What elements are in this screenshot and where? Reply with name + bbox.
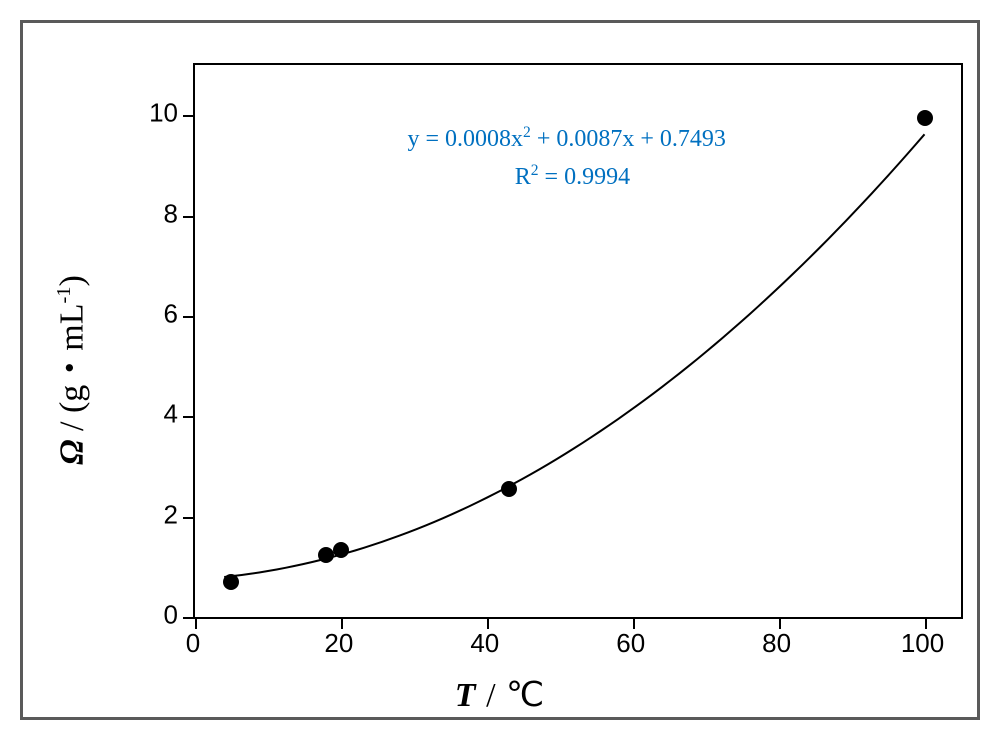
x-tick-label: 100 <box>901 628 944 659</box>
y-tick-label: 10 <box>138 98 178 129</box>
y-tick-label: 0 <box>138 600 178 631</box>
y-unit-prefix: / (g・mL <box>54 303 91 439</box>
y-tick <box>183 216 193 218</box>
y-tick-label: 4 <box>138 399 178 430</box>
x-tick-label: 0 <box>186 628 200 659</box>
y-tick-label: 8 <box>138 198 178 229</box>
y-tick <box>183 316 193 318</box>
y-axis-label: Ω / (g・mL-1) <box>44 275 93 465</box>
x-tick-label: 40 <box>470 628 499 659</box>
chart-frame: T / ℃ Ω / (g・mL-1) 0 20 40 60 80 100 0 2 4 6 8 10 y … <box>20 20 980 720</box>
data-point <box>223 574 239 590</box>
x-tick-label: 80 <box>762 628 791 659</box>
y-tick <box>183 617 193 619</box>
equation-annotation: y = 0.0008x2 + 0.0087x + 0.7493 <box>407 124 725 153</box>
y-tick-label: 2 <box>138 499 178 530</box>
y-tick <box>183 517 193 519</box>
x-var: T <box>455 677 477 714</box>
y-unit-exp: -1 <box>53 286 75 303</box>
data-point <box>501 481 517 497</box>
y-tick <box>183 416 193 418</box>
y-unit-suffix: ) <box>54 275 91 286</box>
data-point <box>333 542 349 558</box>
y-var: Ω <box>54 439 91 464</box>
data-point <box>917 110 933 126</box>
x-tick-label: 60 <box>616 628 645 659</box>
r-squared-annotation: R2 = 0.9994 <box>515 162 630 191</box>
x-axis-label: T / ℃ <box>455 675 545 715</box>
x-unit: / ℃ <box>477 677 546 714</box>
y-tick <box>183 115 193 117</box>
y-tick-label: 6 <box>138 298 178 329</box>
x-tick-label: 20 <box>324 628 353 659</box>
